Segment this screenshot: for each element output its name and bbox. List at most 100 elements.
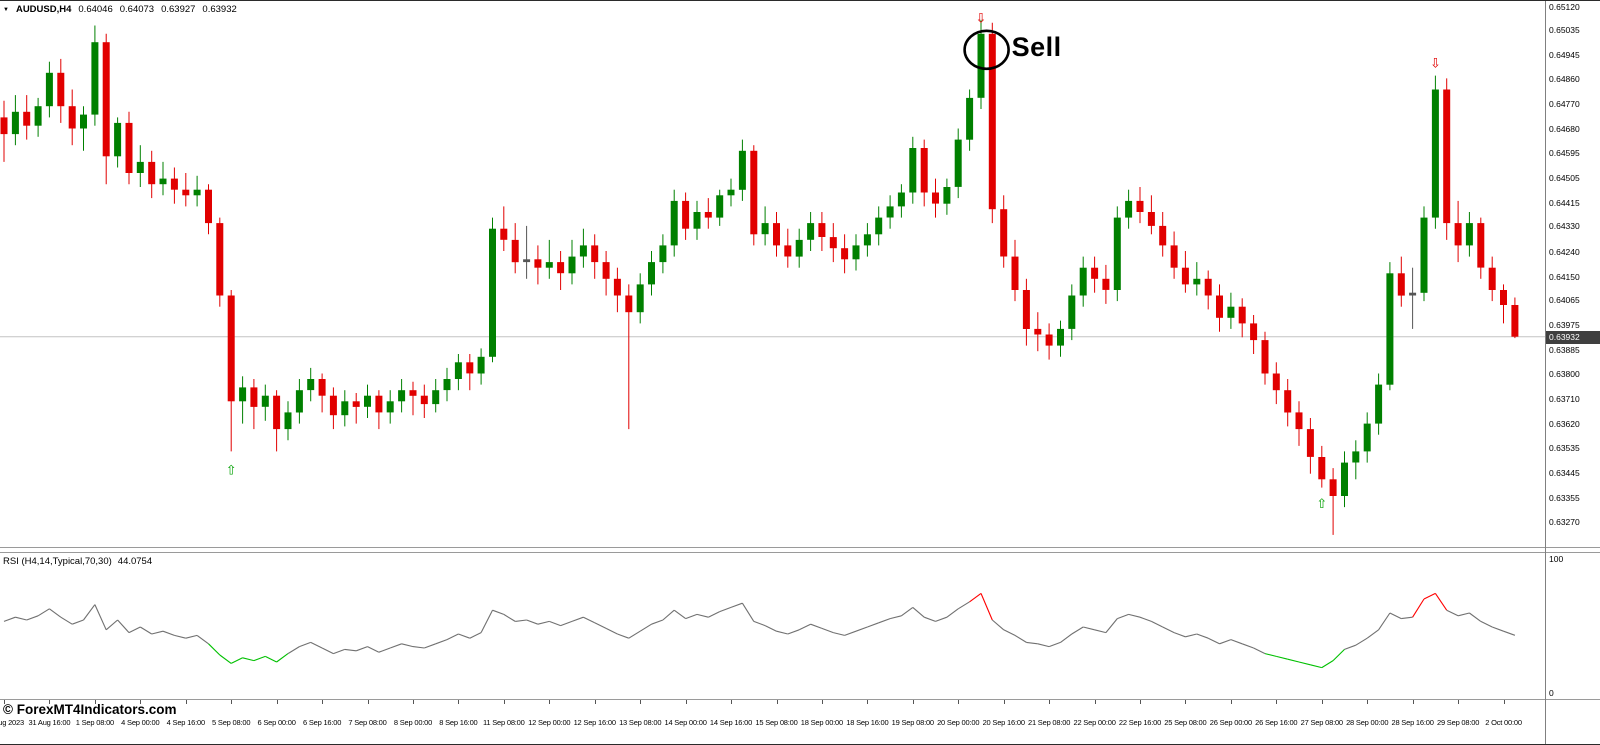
time-axis-tick xyxy=(140,700,142,704)
rsi-segment xyxy=(1094,629,1107,634)
time-axis-label: 22 Sep 00:00 xyxy=(1073,718,1116,727)
time-axis-label: 4 Sep 16:00 xyxy=(166,718,205,727)
rsi-segment xyxy=(1332,649,1345,661)
rsi-segment xyxy=(583,616,595,624)
time-axis-label: 14 Sep 00:00 xyxy=(664,718,707,727)
candle-body xyxy=(1136,200,1144,212)
time-axis[interactable]: 31 Aug 2023 31 Aug 16:00 1 Sep 08:00 4 Sep … xyxy=(0,699,1545,744)
rsi-segment xyxy=(1196,633,1209,639)
rsi-segment xyxy=(1480,620,1493,628)
candle-body xyxy=(943,187,951,204)
rsi-segment xyxy=(367,646,380,653)
rsi-chart[interactable] xyxy=(0,553,1545,699)
candle-body xyxy=(545,262,553,268)
rsi-segment xyxy=(776,630,788,635)
ohlc-close: 0.63932 xyxy=(202,4,237,15)
rsi-segment xyxy=(424,643,436,649)
rsi-segment xyxy=(855,626,868,632)
rsi-segment xyxy=(1139,616,1152,622)
rsi-segment xyxy=(208,643,221,656)
rsi-segment xyxy=(1401,616,1413,620)
rsi-segment xyxy=(83,604,96,621)
price-chart-pane[interactable]: ⇧ ⇩ ⇧ ⇩ ▼ AUDUSD,H4 0.64046 0.64073 0.63927… xyxy=(0,1,1545,547)
candle-body xyxy=(68,106,76,129)
candle-body xyxy=(716,195,724,218)
sell-annotation-circle[interactable] xyxy=(963,29,1010,71)
time-axis-tick xyxy=(503,700,505,704)
time-axis-tick xyxy=(1140,700,1141,704)
price-axis-label: 0.63355 xyxy=(1549,492,1580,503)
buy-arrow-icon: ⇧ xyxy=(226,463,237,478)
candle-body xyxy=(45,72,53,107)
rsi-segment xyxy=(1298,661,1311,666)
rsi-segment xyxy=(673,609,686,620)
time-axis-tick xyxy=(1321,700,1323,704)
time-axis-label: 4 Sep 00:00 xyxy=(121,718,160,727)
rsi-segment xyxy=(1151,620,1163,628)
rsi-segment xyxy=(889,615,902,620)
price-axis-label: 0.63975 xyxy=(1549,320,1580,331)
rsi-segment xyxy=(151,630,164,635)
rsi-indicator-pane[interactable]: RSI (H4,14,Typical,70,30) 44.0754 xyxy=(0,553,1545,699)
sell-arrow-icon: ⇩ xyxy=(976,11,987,26)
price-axis-label: 0.63800 xyxy=(1549,369,1580,379)
time-axis-tick xyxy=(94,700,96,704)
rsi-segment xyxy=(753,620,766,627)
price-axis-label: 0.63535 xyxy=(1549,442,1580,453)
rsi-segment xyxy=(617,633,629,639)
rsi-segment xyxy=(458,633,470,639)
candle-body xyxy=(1193,278,1201,285)
candle-body xyxy=(193,189,201,196)
rsi-segment xyxy=(1446,609,1459,617)
candle-body xyxy=(91,42,99,115)
rsi-segment xyxy=(3,616,16,622)
candle-body xyxy=(1397,273,1405,296)
candle-body xyxy=(761,223,769,235)
rsi-segment xyxy=(1117,613,1129,620)
time-axis-label: 8 Sep 00:00 xyxy=(393,718,433,727)
symbol-period-label: AUDUSD,H4 xyxy=(15,4,72,15)
price-axis[interactable]: 0.63932 100 0 0.65120 0.65035 0.64945 0.648… xyxy=(1546,1,1600,744)
time-axis-label: 8 Sep 16:00 xyxy=(439,718,478,727)
sell-annotation-label[interactable]: Sell xyxy=(1011,31,1062,62)
time-axis-label: 20 Sep 16:00 xyxy=(982,718,1025,727)
rsi-segment xyxy=(1366,629,1379,639)
candlestick-chart[interactable]: ⇧ ⇩ ⇧ ⇩ xyxy=(0,1,1545,547)
rsi-segment xyxy=(662,609,675,621)
time-axis-label: 26 Sep 16:00 xyxy=(1255,718,1298,727)
rsi-segment xyxy=(1264,653,1277,657)
candle-body xyxy=(1318,457,1326,480)
time-axis-label: 25 Sep 08:00 xyxy=(1164,718,1207,727)
pane-separator[interactable] xyxy=(0,547,1600,548)
rsi-segment xyxy=(196,634,209,645)
candle-body xyxy=(1216,295,1223,318)
candle-body xyxy=(500,228,508,240)
candle-body xyxy=(682,200,690,229)
price-axis-label: 0.64150 xyxy=(1549,271,1580,282)
candle-body xyxy=(329,395,337,416)
candle-body xyxy=(557,262,565,274)
time-axis-label: 26 Sep 00:00 xyxy=(1209,718,1253,727)
time-axis-tick xyxy=(413,700,414,704)
price-axis-label: 0.65120 xyxy=(1549,1,1580,12)
rsi-segment xyxy=(401,643,414,648)
candle-body xyxy=(1238,306,1246,324)
rsi-segment xyxy=(219,654,232,664)
rsi-segment xyxy=(867,622,879,628)
time-axis-label: 29 Sep 08:00 xyxy=(1436,718,1480,727)
axis-divider-line xyxy=(1545,1,1546,744)
rsi-segment xyxy=(37,608,50,617)
rsi-segment xyxy=(901,606,914,617)
time-axis-tick xyxy=(821,700,823,704)
candle-body xyxy=(1352,451,1360,463)
candle-body xyxy=(693,212,701,229)
price-axis-label: 0.63270 xyxy=(1549,516,1580,527)
time-axis-tick xyxy=(276,700,278,704)
rsi-segment xyxy=(549,620,561,627)
candle-body xyxy=(1465,223,1473,246)
candle-body xyxy=(57,72,65,107)
pane-separator-inner[interactable] xyxy=(0,552,1600,553)
candle-body xyxy=(1022,290,1030,329)
rsi-segment xyxy=(1310,664,1322,669)
rsi-segment xyxy=(1469,612,1482,622)
